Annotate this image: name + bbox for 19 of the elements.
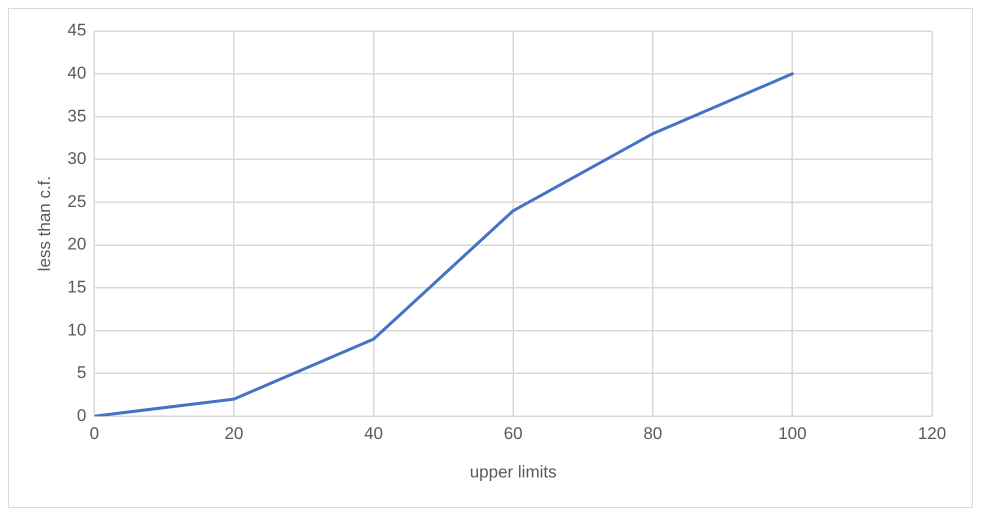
x-tick-label: 40 [364, 424, 383, 444]
x-axis-title: upper limits [470, 462, 557, 482]
x-tick-label: 100 [778, 424, 807, 444]
x-tick-label: 120 [918, 424, 946, 444]
y-tick-label: 10 [67, 320, 86, 340]
y-tick-label: 45 [67, 20, 86, 40]
y-tick-label: 30 [67, 149, 86, 168]
y-tick-label: 0 [76, 406, 86, 425]
x-tick-label: 60 [504, 424, 523, 444]
x-tick-label: 80 [643, 424, 662, 444]
y-axis-title: less than c.f. [34, 176, 54, 272]
y-tick-label: 35 [67, 106, 86, 126]
x-tick-label: 20 [224, 424, 244, 444]
y-tick-label: 40 [67, 63, 86, 82]
y-tick-label: 5 [76, 363, 86, 382]
y-tick-label: 15 [67, 277, 86, 296]
x-tick-label: 0 [90, 424, 100, 444]
y-tick-label: 25 [67, 192, 86, 211]
y-tick-label: 20 [67, 234, 86, 254]
